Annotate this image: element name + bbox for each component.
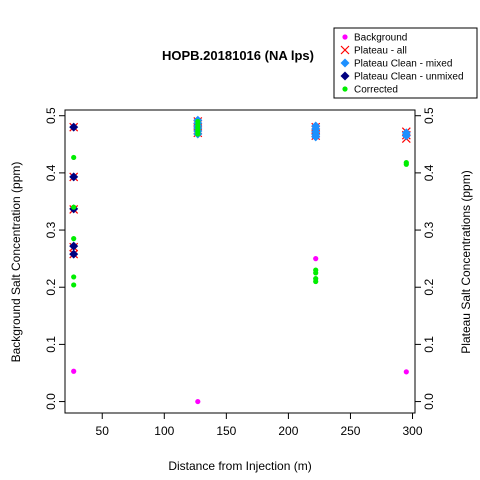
y2-tick-label: 0.1 bbox=[422, 336, 436, 353]
y-tick-label: 0.0 bbox=[44, 393, 58, 410]
legend: Background Plateau - all Plateau Clean - m… bbox=[334, 28, 477, 98]
legend-entry-background: Background bbox=[354, 33, 407, 44]
point-background bbox=[195, 399, 200, 404]
point-corrected bbox=[313, 270, 318, 275]
y-tick-label: 0.4 bbox=[44, 164, 58, 181]
legend-entry-plateau-clean-unmixed: Plateau Clean - unmixed bbox=[354, 72, 464, 83]
point-corrected bbox=[71, 205, 76, 210]
y-tick-label: 0.1 bbox=[44, 336, 58, 353]
x-axis-label: Distance from Injection (m) bbox=[168, 459, 311, 473]
point-background bbox=[404, 369, 409, 374]
y-tick-label: 0.2 bbox=[44, 279, 58, 296]
legend-entry-plateau-clean-mixed: Plateau Clean - mixed bbox=[354, 59, 452, 70]
x-tick-label: 250 bbox=[340, 424, 360, 438]
y2-tick-label: 0.2 bbox=[422, 279, 436, 296]
x-tick-label: 300 bbox=[403, 424, 423, 438]
y2-tick-label: 0.4 bbox=[422, 164, 436, 181]
y-tick-label: 0.5 bbox=[44, 107, 58, 124]
point-corrected bbox=[313, 279, 318, 284]
x-tick-label: 100 bbox=[154, 424, 174, 438]
point-corrected bbox=[195, 131, 200, 136]
x-tick-label: 200 bbox=[278, 424, 298, 438]
legend-marker-corrected bbox=[342, 86, 347, 91]
point-corrected bbox=[404, 162, 409, 167]
point-corrected bbox=[71, 282, 76, 287]
point-corrected bbox=[71, 155, 76, 160]
legend-entry-corrected: Corrected bbox=[354, 85, 398, 96]
x-tick-label: 150 bbox=[216, 424, 236, 438]
x-tick-label: 50 bbox=[96, 424, 110, 438]
chart-title: HOPB.20181016 (NA lps) bbox=[162, 48, 314, 63]
legend-marker-background bbox=[342, 34, 347, 39]
y2-tick-label: 0.5 bbox=[422, 107, 436, 124]
y2-tick-label: 0.3 bbox=[422, 221, 436, 238]
y2-axis-label: Plateau Salt Concentrations (ppm) bbox=[459, 170, 473, 353]
point-background bbox=[313, 256, 318, 261]
legend-entry-plateau-all: Plateau - all bbox=[354, 46, 407, 57]
point-background bbox=[71, 369, 76, 374]
point-corrected bbox=[71, 236, 76, 241]
y-tick-label: 0.3 bbox=[44, 221, 58, 238]
y-axis-label: Background Salt Concentration (ppm) bbox=[9, 162, 23, 363]
point-corrected bbox=[71, 274, 76, 279]
y2-tick-label: 0.0 bbox=[422, 393, 436, 410]
